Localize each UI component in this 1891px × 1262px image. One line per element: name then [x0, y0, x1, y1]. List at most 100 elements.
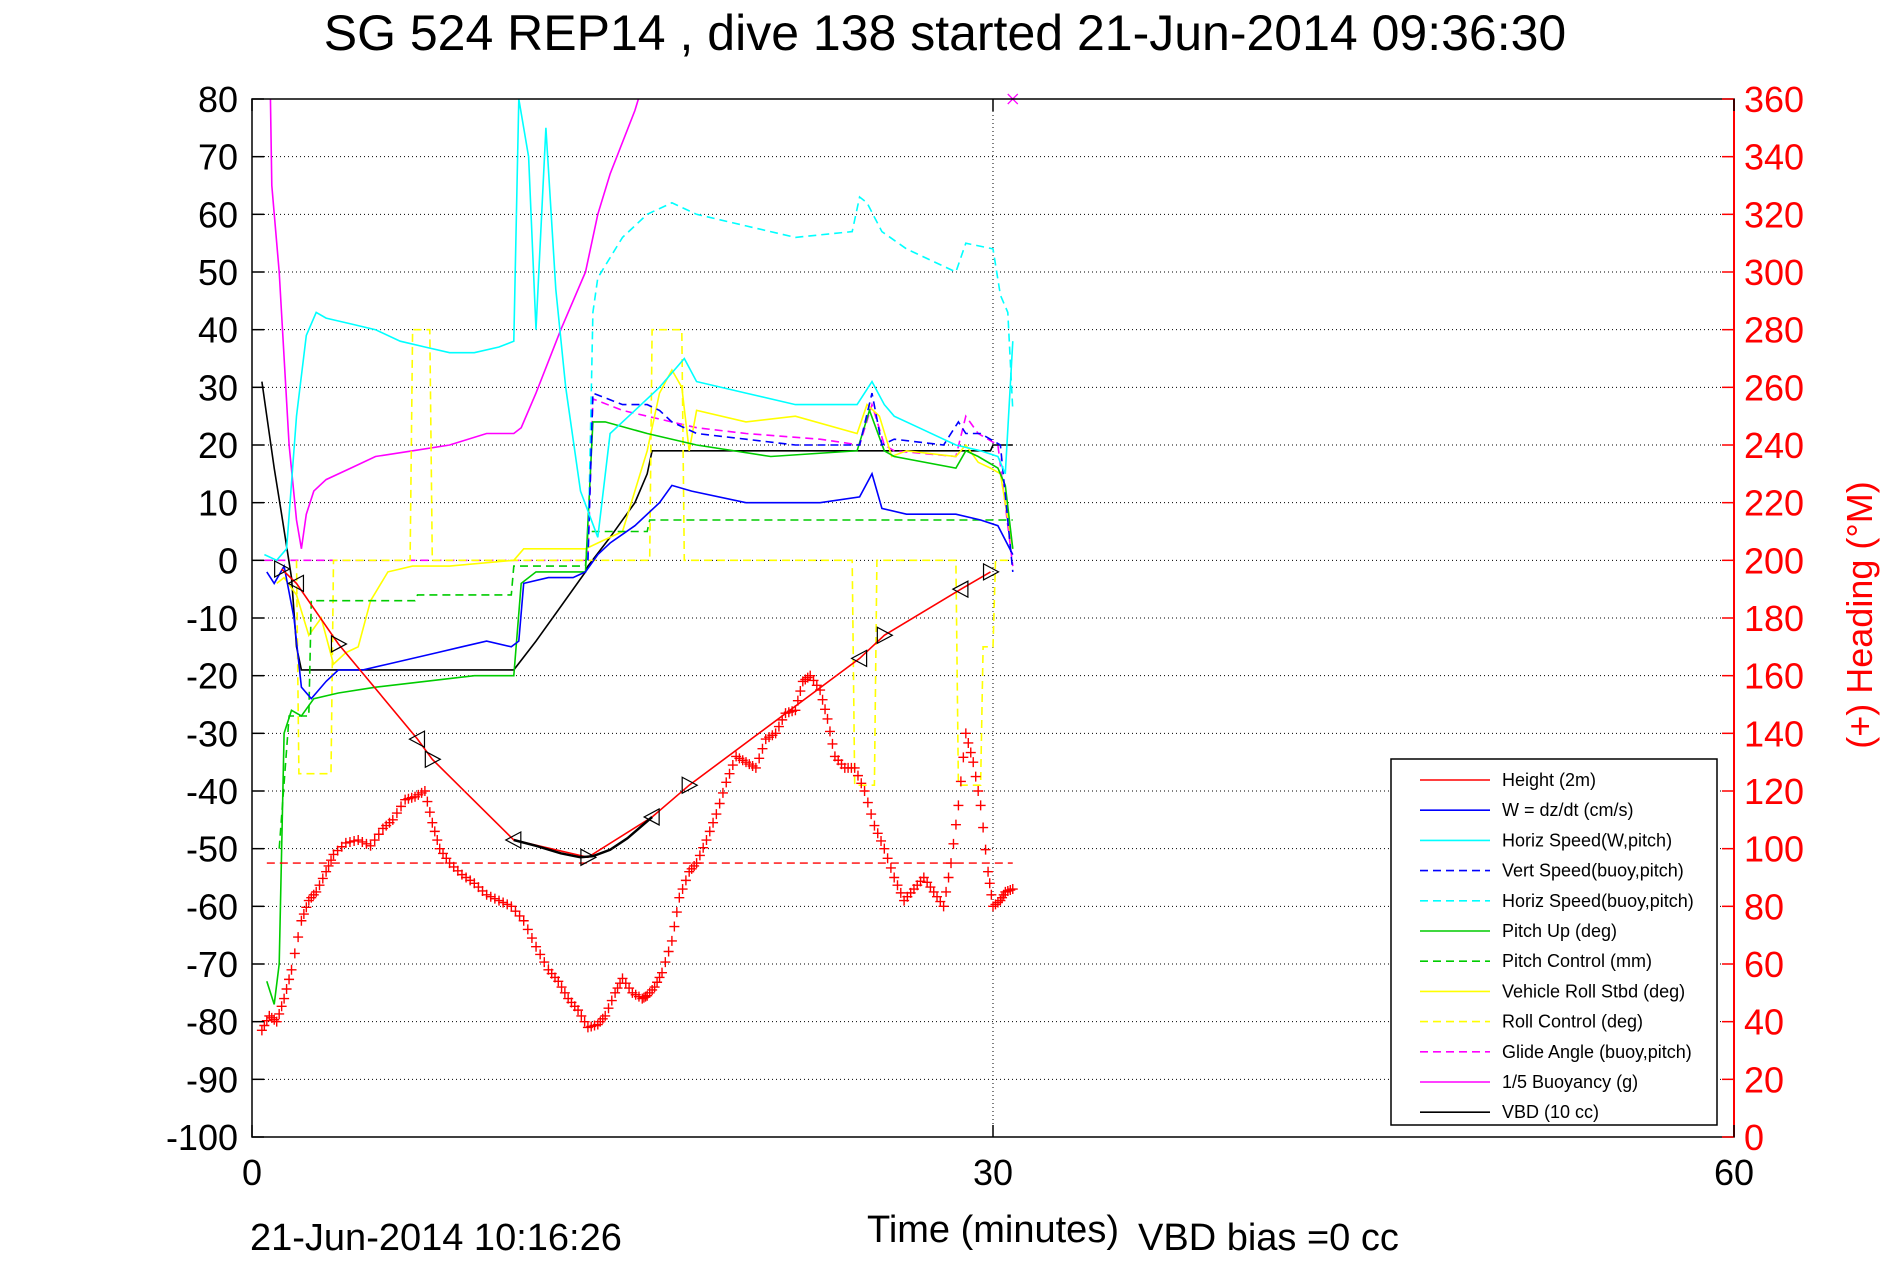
heading-point [790, 705, 801, 716]
legend-label-11: VBD (10 cc) [1502, 1102, 1599, 1122]
y-tick-label: 0 [218, 540, 238, 581]
heading-point [553, 976, 564, 987]
y2-tick-label: 240 [1744, 425, 1804, 466]
heading-point [387, 814, 398, 825]
height-marker [504, 831, 522, 850]
heading-point [960, 728, 971, 739]
heading-point [757, 743, 768, 754]
heading-point [674, 892, 685, 903]
heading-point [975, 800, 986, 811]
heading-point [424, 807, 435, 818]
heading-point [885, 862, 896, 873]
heading-point [301, 902, 312, 913]
heading-point [293, 932, 304, 943]
heading-point [711, 809, 722, 820]
heading-point [698, 842, 709, 853]
heading-point [323, 860, 334, 871]
heading-point [271, 1016, 282, 1027]
height-marker [850, 649, 868, 668]
legend: Height (2m) W = dz/dt (cm/s) Horiz Speed(W… [1390, 758, 1718, 1126]
series-line-1 [266, 471, 1014, 700]
height-marker [424, 750, 442, 769]
heading-point [531, 941, 542, 952]
heading-layer [256, 670, 1018, 1036]
heading-point [820, 704, 831, 715]
heading-point [576, 1010, 587, 1021]
heading-point [298, 909, 309, 920]
heading-point [600, 1010, 611, 1021]
heading-point [986, 889, 997, 900]
heading-point [849, 762, 860, 773]
heading-point [727, 760, 738, 771]
y2-tick-label: 340 [1744, 137, 1804, 178]
heading-point [992, 897, 1003, 908]
heading-point [357, 836, 368, 847]
y-tick-label: 50 [198, 252, 238, 293]
heading-point [882, 853, 893, 864]
heading-point [494, 895, 504, 906]
y-tick-label: 80 [198, 79, 238, 120]
heading-point [946, 858, 957, 869]
heading-point [535, 949, 546, 960]
y-tick-label: -10 [186, 598, 238, 639]
heading-point [970, 771, 981, 782]
series-line-4 [587, 195, 1014, 561]
heading-point [485, 891, 496, 902]
series-layer [261, 99, 1014, 1005]
heading-point [279, 993, 290, 1004]
x-tick-label: 30 [973, 1152, 1013, 1193]
heading-point [978, 822, 989, 833]
x-tick-label: 60 [1714, 1152, 1754, 1193]
heading-point [876, 835, 887, 846]
series-line-9 [264, 397, 1014, 567]
heading-point [510, 906, 521, 917]
heading-point [777, 714, 788, 725]
heading-point [606, 995, 617, 1006]
heading-point [950, 819, 961, 830]
y-tick-label: -50 [186, 829, 238, 870]
heading-point [349, 835, 360, 846]
heading-point [427, 817, 438, 828]
heading-point [680, 875, 691, 886]
heading-point [1002, 885, 1013, 896]
legend-label-7: Vehicle Roll Stbd (deg) [1502, 981, 1685, 1001]
heading-point [559, 987, 570, 998]
heading-point [311, 886, 322, 897]
heading-point [365, 840, 376, 851]
legend-label-5: Pitch Up (deg) [1502, 921, 1617, 941]
heading-point [274, 1008, 285, 1019]
heading-point [714, 798, 725, 809]
heading-point [773, 721, 784, 732]
heading-point [654, 972, 665, 983]
footer-timestamp: 21-Jun-2014 10:16:26 [250, 1217, 622, 1259]
heading-point [361, 838, 372, 849]
y-tick-label: 40 [198, 310, 238, 351]
heading-point [603, 1003, 614, 1014]
heading-point [657, 967, 668, 978]
heading-point [649, 982, 660, 993]
heading-point [502, 899, 513, 910]
heading-point [754, 753, 765, 764]
legend-label-0: Height (2m) [1502, 770, 1596, 790]
heading-point [256, 1025, 267, 1036]
series-line-8 [295, 328, 1013, 787]
heading-point [968, 757, 979, 768]
heading-point [701, 835, 712, 846]
heading-point [326, 855, 337, 866]
heading-point [815, 685, 826, 696]
grid-lines [252, 99, 1734, 1137]
heading-point [973, 786, 984, 796]
y2-tick-label: 40 [1744, 1002, 1784, 1043]
x-axis-label: Time (minutes) [867, 1209, 1119, 1251]
y2-tick-label: 80 [1744, 886, 1784, 927]
height-marker [287, 574, 305, 593]
legend-label-9: Glide Angle (buoy,pitch) [1502, 1042, 1692, 1062]
heading-point [489, 893, 500, 904]
heading-point [396, 801, 407, 812]
legend-label-1: W = dz/dt (cm/s) [1502, 800, 1634, 820]
heading-point [344, 836, 355, 847]
heading-point [284, 974, 295, 985]
heading-point [691, 858, 702, 869]
heading-point [579, 1016, 590, 1027]
y2-tick-label: 60 [1744, 944, 1784, 985]
